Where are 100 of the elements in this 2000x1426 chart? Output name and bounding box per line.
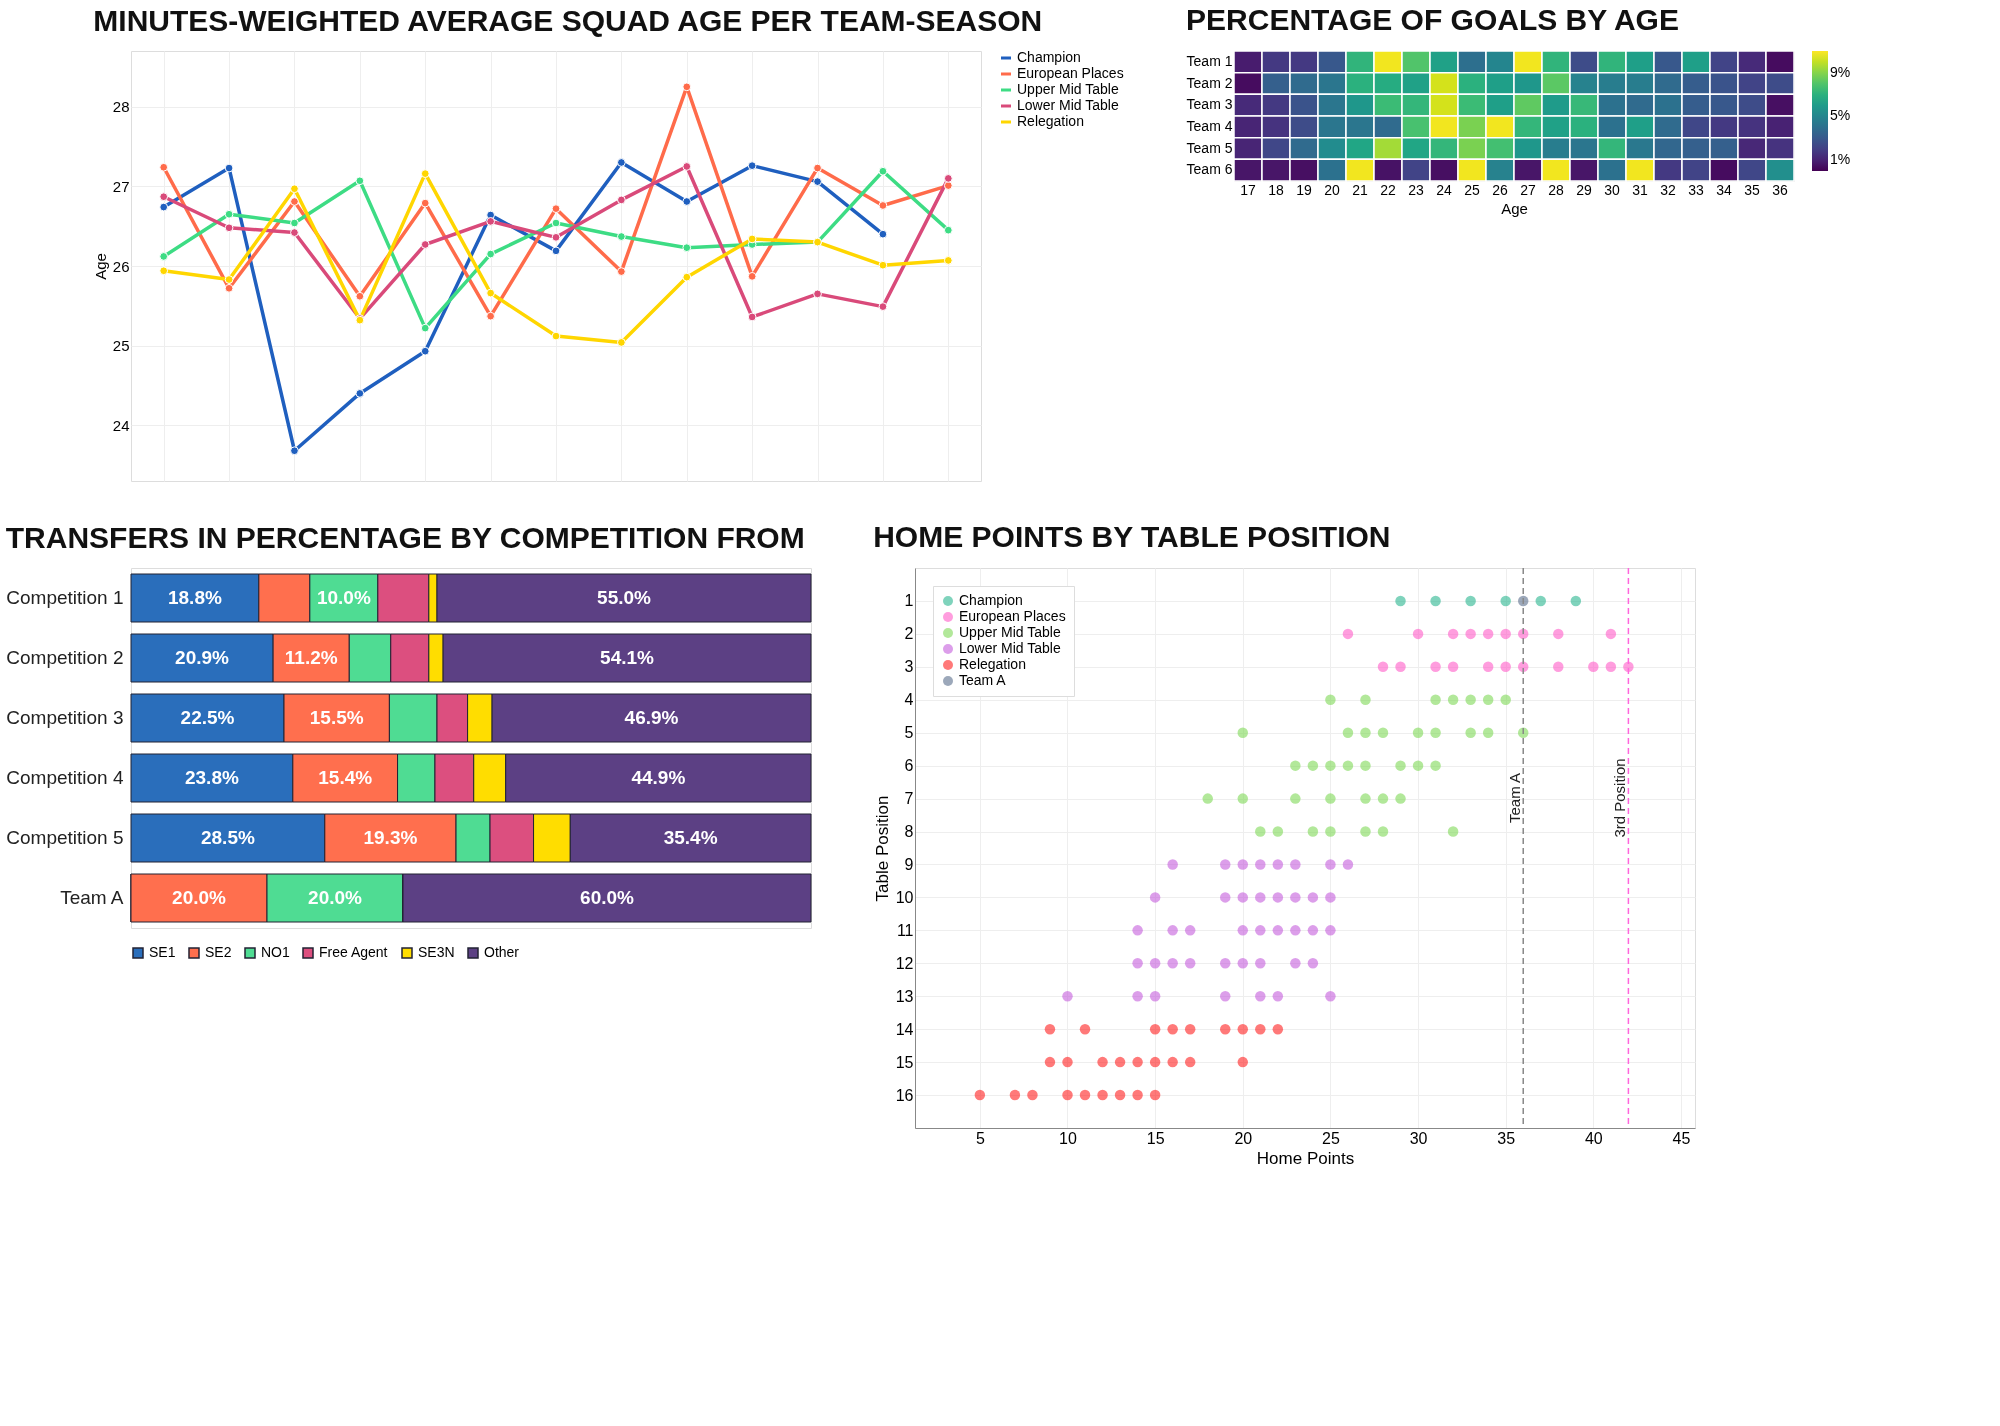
y-tick-label: Team 6: [1186, 161, 1233, 178]
data-label: 10.0%: [316, 587, 371, 608]
legend-label: Upper Mid Table: [959, 624, 1061, 640]
x-tick-label: 20: [1324, 181, 1340, 198]
x-tick-label: 25: [1464, 181, 1480, 198]
y-tick-label: Team A: [60, 887, 124, 908]
x-tick-label: 31: [1632, 181, 1648, 198]
data-label: 15.4%: [318, 767, 373, 788]
legend-label: Other: [484, 944, 520, 960]
y-tick-label: 5: [904, 724, 914, 742]
legend-label: SE2: [205, 944, 232, 960]
data-label: 20.9%: [175, 647, 230, 668]
data-label: 54.1%: [600, 647, 655, 668]
y-axis-title: Age: [91, 253, 109, 280]
y-tick-label: 9: [904, 855, 914, 873]
x-tick-label: 35: [1744, 181, 1760, 198]
y-tick-label: 1: [904, 592, 914, 610]
legend-label: Lower Mid Table: [1017, 97, 1119, 113]
chart-title: PERCENTAGE OF GOALS BY AGE: [1186, 3, 1679, 37]
x-axis-title: Home Points: [1256, 1148, 1355, 1168]
x-tick-label: 25: [1322, 1129, 1340, 1147]
legend-label: Team A: [959, 672, 1007, 688]
x-tick-label: 20: [1234, 1129, 1253, 1147]
data-label: 55.0%: [597, 587, 652, 608]
x-tick-label: 30: [1604, 181, 1620, 198]
y-tick-label: Team 4: [1186, 117, 1233, 134]
legend-label: Upper Mid Table: [1017, 81, 1119, 97]
y-tick-label: 12: [895, 954, 914, 972]
y-tick-label: Team 2: [1186, 74, 1233, 91]
x-tick-label: 5: [975, 1129, 985, 1147]
y-tick-label: Team 5: [1186, 139, 1233, 156]
x-tick-label: 15: [1146, 1129, 1165, 1147]
y-tick-label: 10: [895, 888, 914, 906]
x-tick-label: 22: [1380, 181, 1396, 198]
x-tick-label: 32: [1660, 181, 1676, 198]
y-tick-label: 25: [112, 337, 130, 355]
y-tick-label: Competition 3: [6, 707, 124, 728]
y-tick-label: 26: [112, 257, 130, 275]
x-axis-title: Age: [1501, 199, 1528, 217]
y-tick-label: 4: [904, 691, 914, 709]
x-tick-label: 18: [1268, 181, 1284, 198]
data-label: 23.8%: [184, 767, 239, 788]
y-tick-label: Team 3: [1186, 96, 1233, 113]
y-tick-label: Competition 4: [6, 767, 124, 788]
color-bar-label: 9%: [1830, 63, 1851, 80]
x-tick-label: 35: [1497, 1129, 1516, 1147]
legend-label: Lower Mid Table: [959, 640, 1061, 656]
y-tick-label: 28: [112, 98, 130, 116]
data-label: 15.5%: [309, 707, 364, 728]
data-label: 44.9%: [631, 767, 686, 788]
x-tick-label: 34: [1716, 181, 1732, 198]
y-tick-label: 24: [112, 416, 130, 434]
x-tick-label: 33: [1688, 181, 1704, 198]
y-tick-label: 14: [895, 1020, 914, 1038]
legend-label: Relegation: [959, 656, 1026, 672]
y-tick-label: 7: [904, 790, 914, 808]
y-tick-label: Team 1: [1186, 52, 1233, 69]
legend-label: NO1: [261, 944, 290, 960]
data-label: 19.3%: [363, 827, 418, 848]
data-label: 11.2%: [284, 647, 338, 668]
legend-label: European Places: [1017, 65, 1124, 81]
legend-label: Champion: [1017, 49, 1081, 65]
chart-title: HOME POINTS BY TABLE POSITION: [873, 520, 1391, 554]
data-label: 60.0%: [580, 887, 635, 908]
x-tick-label: 21: [1352, 181, 1368, 198]
data-label: 28.5%: [200, 827, 255, 848]
ref-line-label: Team A: [1506, 772, 1524, 824]
data-label: 20.0%: [308, 887, 363, 908]
x-tick-label: 36: [1772, 181, 1788, 198]
color-bar-label: 1%: [1830, 151, 1851, 168]
x-tick-label: 26: [1492, 181, 1508, 198]
data-label: 18.8%: [167, 587, 222, 608]
data-label: 35.4%: [663, 827, 718, 848]
y-tick-label: 16: [895, 1086, 914, 1104]
ref-line-label: 3rd Position: [1611, 758, 1629, 838]
legend-label: SE3N: [418, 944, 455, 960]
legend-label: Free Agent: [319, 944, 388, 960]
x-tick-label: 40: [1584, 1129, 1603, 1147]
legend-label: Champion: [959, 592, 1023, 608]
chart-title: MINUTES-WEIGHTED AVERAGE SQUAD AGE PER TEAM-SEASON: [93, 4, 1043, 37]
x-tick-label: 27: [1520, 181, 1536, 198]
x-tick-label: 28: [1548, 181, 1564, 198]
y-tick-label: 13: [895, 987, 914, 1005]
legend-label: Relegation: [1017, 113, 1084, 129]
y-tick-label: 6: [904, 757, 914, 775]
x-tick-label: 23: [1408, 181, 1424, 198]
color-bar-label: 5%: [1830, 107, 1851, 124]
y-axis-title: Table Position: [872, 795, 892, 902]
chart-title: TRANSFERS IN PERCENTAGE BY COMPETITION FROM: [5, 521, 805, 554]
data-label: 46.9%: [624, 707, 679, 728]
x-tick-label: 24: [1436, 181, 1452, 198]
y-tick-label: 2: [904, 625, 914, 643]
x-tick-label: 17: [1240, 181, 1256, 198]
x-tick-label: 10: [1059, 1129, 1077, 1147]
legend-label: SE1: [149, 944, 176, 960]
x-tick-label: 45: [1672, 1129, 1691, 1147]
y-tick-label: Competition 5: [6, 827, 124, 848]
y-tick-label: 15: [895, 1053, 914, 1071]
y-tick-label: 8: [904, 823, 914, 841]
legend-label: European Places: [959, 608, 1066, 624]
